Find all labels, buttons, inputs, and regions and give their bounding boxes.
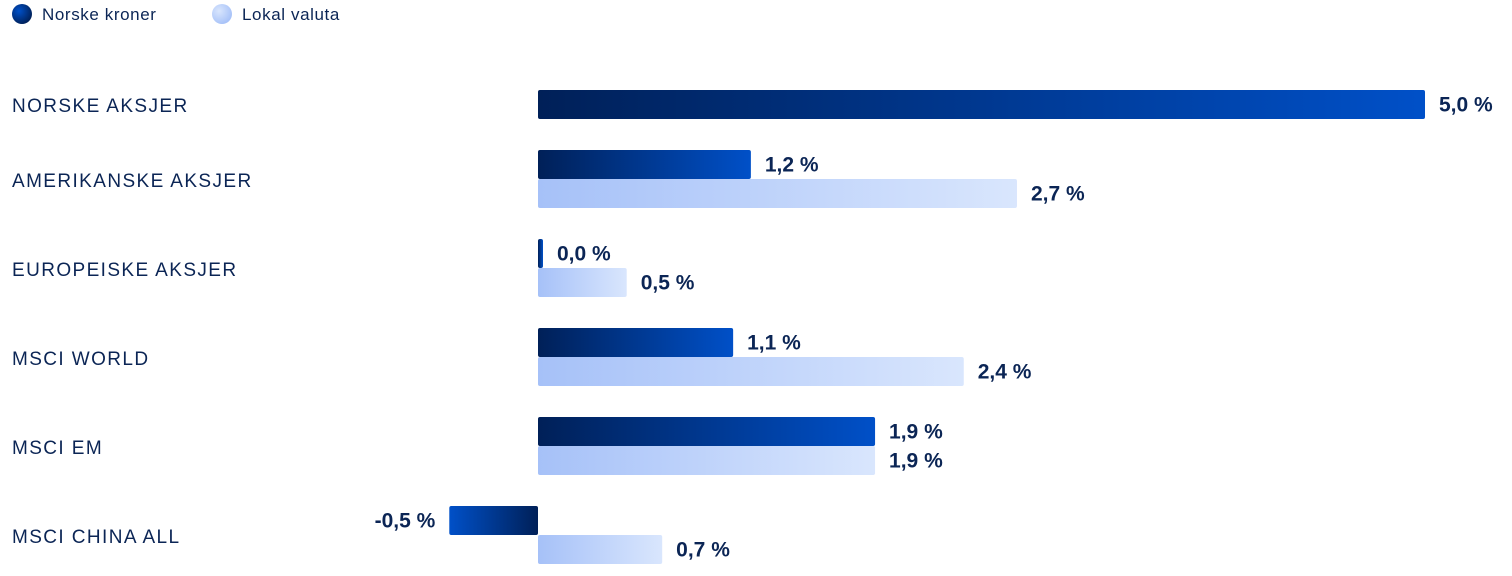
bar-msci-china-all-norske-kroner [449,506,538,535]
value-label-europeiske-aksjer-norske-kroner: 0,0 % [557,243,611,266]
legend-swatch-lokal-valuta [212,4,232,24]
bar-msci-world-lokal-valuta [538,357,964,386]
bar-europeiske-aksjer-lokal-valuta [538,268,627,297]
bar-amerikanske-aksjer-lokal-valuta [538,179,1017,208]
category-label-europeiske-aksjer: EUROPEISKE AKSJER [12,260,237,281]
value-label-msci-world-norske-kroner: 1,1 % [747,332,801,355]
bar-msci-world-norske-kroner [538,328,734,357]
legend: Norske kroner Lokal valuta [12,4,340,24]
bars [449,90,1425,564]
category-label-msci-em: MSCI EM [12,438,103,459]
category-label-amerikanske-aksjer: AMERIKANSKE AKSJER [12,171,253,192]
legend-swatch-norske-kroner [12,4,32,24]
legend-item-lokal-valuta: Lokal valuta [212,4,340,24]
bar-europeiske-aksjer-norske-kroner [538,239,543,268]
bar-norske-aksjer-norske-kroner [538,90,1425,119]
category-labels: NORSKE AKSJER AMERIKANSKE AKSJER EUROPEISK… [12,96,253,548]
bar-amerikanske-aksjer-norske-kroner [538,150,751,179]
value-label-msci-em-lokal-valuta: 1,9 % [889,450,943,473]
value-label-amerikanske-aksjer-norske-kroner: 1,2 % [765,154,819,177]
category-label-norske-aksjer: NORSKE AKSJER [12,96,189,117]
legend-label-lokal-valuta: Lokal valuta [242,5,340,24]
value-label-europeiske-aksjer-lokal-valuta: 0,5 % [641,272,695,295]
legend-label-norske-kroner: Norske kroner [42,5,157,24]
value-label-msci-china-all-lokal-valuta: 0,7 % [676,539,730,562]
bar-msci-china-all-lokal-valuta [538,535,663,564]
value-label-msci-china-all-norske-kroner: -0,5 % [375,510,436,533]
value-label-norske-aksjer-norske-kroner: 5,0 % [1439,94,1493,117]
value-labels: 5,0 % 1,2 % 2,7 % 0,0 % 0,5 % 1,1 % 2,4 % 1,9 %… [375,94,1493,562]
value-label-msci-em-norske-kroner: 1,9 % [889,421,943,444]
category-label-msci-china-all: MSCI CHINA ALL [12,527,180,548]
bar-msci-em-lokal-valuta [538,446,876,475]
legend-item-norske-kroner: Norske kroner [12,4,157,24]
category-label-msci-world: MSCI WORLD [12,349,150,370]
value-label-msci-world-lokal-valuta: 2,4 % [978,361,1032,384]
bar-msci-em-norske-kroner [538,417,876,446]
value-label-amerikanske-aksjer-lokal-valuta: 2,7 % [1031,183,1085,206]
